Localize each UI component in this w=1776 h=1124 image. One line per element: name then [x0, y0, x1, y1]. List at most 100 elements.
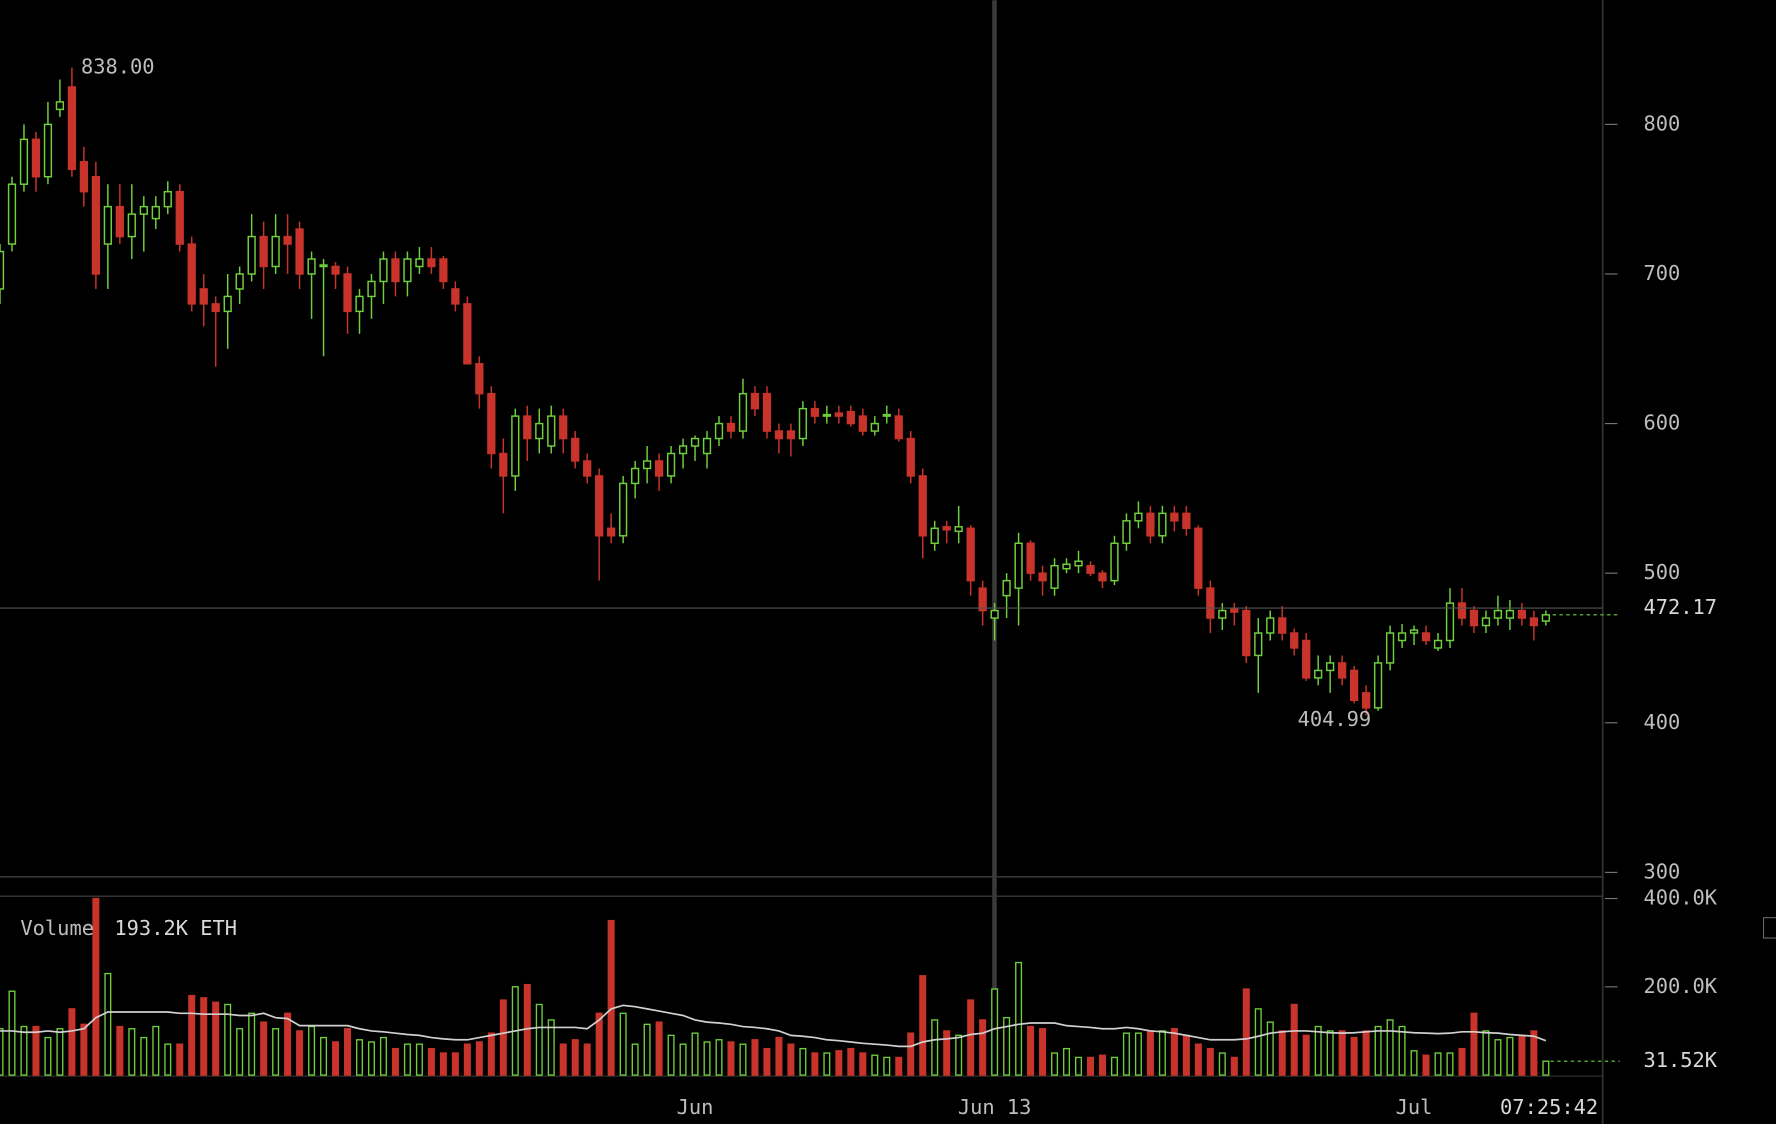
high-label: 838.00: [81, 55, 155, 79]
volume-bar: [20, 1025, 28, 1076]
candle-body: [571, 437, 580, 462]
candle-body: [451, 288, 460, 305]
candle-body: [343, 273, 352, 313]
volume-bar: [427, 1047, 435, 1076]
volume-bar: [1386, 1019, 1394, 1076]
candle-body: [1086, 564, 1095, 574]
volume-bar: [32, 1025, 40, 1076]
volume-bar: [1398, 1025, 1406, 1076]
candle-body: [750, 392, 760, 410]
candle-body: [942, 526, 951, 531]
candle-body: [223, 295, 232, 313]
volume-bar: [655, 1021, 663, 1076]
candle-body: [1445, 602, 1455, 642]
y-tick-label: 700: [1643, 261, 1680, 285]
candle-body: [559, 415, 568, 440]
time-label: 07:25:42: [1500, 1095, 1598, 1119]
volume-bar: [559, 1043, 567, 1076]
volume-bar: [1410, 1050, 1418, 1076]
candle-body: [175, 190, 184, 245]
candle-body: [978, 587, 987, 612]
candle-body: [630, 467, 640, 485]
volume-bar: [1422, 1054, 1430, 1076]
candle-body: [1074, 560, 1083, 567]
volume-bar: [1326, 1030, 1334, 1076]
candle-body: [858, 415, 867, 432]
candle-body: [283, 235, 292, 245]
low-label: 404.99: [1298, 707, 1372, 731]
candle-body: [427, 258, 436, 268]
candle-body: [91, 175, 101, 275]
volume-bar: [1470, 1012, 1478, 1076]
candle-body: [1182, 512, 1191, 530]
volume-bar: [1530, 1030, 1538, 1076]
candle-body: [619, 482, 628, 537]
volume-bar: [200, 997, 208, 1076]
y-tick-label: 800: [1643, 111, 1680, 135]
candle-body: [19, 138, 29, 185]
candle-body: [846, 410, 855, 425]
candle-body: [1397, 632, 1407, 642]
volume-bar: [1434, 1052, 1442, 1076]
last-price-label: 472.17: [1643, 595, 1717, 619]
candle-body: [1349, 669, 1359, 702]
volume-bar: [571, 1039, 579, 1076]
y-tick-label: 500: [1643, 560, 1680, 584]
volume-bar: [355, 1039, 364, 1076]
candle-body: [1218, 609, 1227, 619]
candle-body: [319, 264, 328, 268]
candle-body: [1409, 629, 1419, 634]
volume-bar: [1230, 1056, 1238, 1076]
candle-body: [1541, 614, 1551, 622]
volume-bar: [775, 1036, 783, 1076]
volume-bar: [883, 1056, 891, 1076]
volume-bar: [332, 1041, 340, 1076]
candle-body: [990, 609, 999, 619]
volume-bar: [1362, 1030, 1370, 1076]
volume-bar: [763, 1047, 771, 1076]
candle-body: [1385, 632, 1395, 664]
volume-bar: [1314, 1025, 1322, 1076]
volume-bar: [68, 1008, 76, 1076]
volume-bar: [703, 1041, 711, 1076]
candle-body: [307, 258, 316, 275]
volume-bar: [1254, 1008, 1262, 1076]
candle-body: [1314, 669, 1323, 679]
volume-bar: [44, 1036, 52, 1076]
candle-body: [954, 526, 963, 533]
volume-bar: [499, 999, 507, 1076]
volume-bar: [487, 1032, 495, 1076]
candle-body: [1278, 617, 1287, 634]
candle-body: [1361, 692, 1371, 709]
candle-body: [1134, 512, 1143, 522]
candle-body: [355, 295, 364, 313]
candle-body: [55, 101, 65, 111]
volume-bar: [1482, 1030, 1490, 1076]
candle-body: [1517, 609, 1527, 619]
candle-body: [607, 527, 616, 537]
volume-bar: [1122, 1032, 1130, 1076]
candle-body: [1158, 512, 1167, 537]
volume-bar: [1027, 1025, 1035, 1076]
volume-bar: [128, 1028, 136, 1076]
volume-bar: [871, 1054, 879, 1076]
candle-body: [523, 415, 532, 440]
volume-bar: [607, 919, 615, 1076]
candle-body: [774, 430, 784, 440]
candle-body: [487, 392, 496, 455]
volume-bar: [188, 994, 196, 1076]
candle-body: [714, 422, 724, 440]
candle-body: [247, 235, 256, 275]
volume-tick-label: 200.0K: [1643, 974, 1717, 998]
candle-body: [1038, 572, 1047, 582]
volume-bar: [80, 1023, 88, 1076]
candle-body: [79, 161, 89, 193]
volume-bar: [667, 1034, 675, 1076]
candle-body: [583, 460, 592, 477]
candle-body: [654, 460, 664, 477]
candle-body: [1481, 617, 1491, 627]
volume-bar: [1075, 1056, 1083, 1076]
close-button[interactable]: [1762, 917, 1776, 939]
